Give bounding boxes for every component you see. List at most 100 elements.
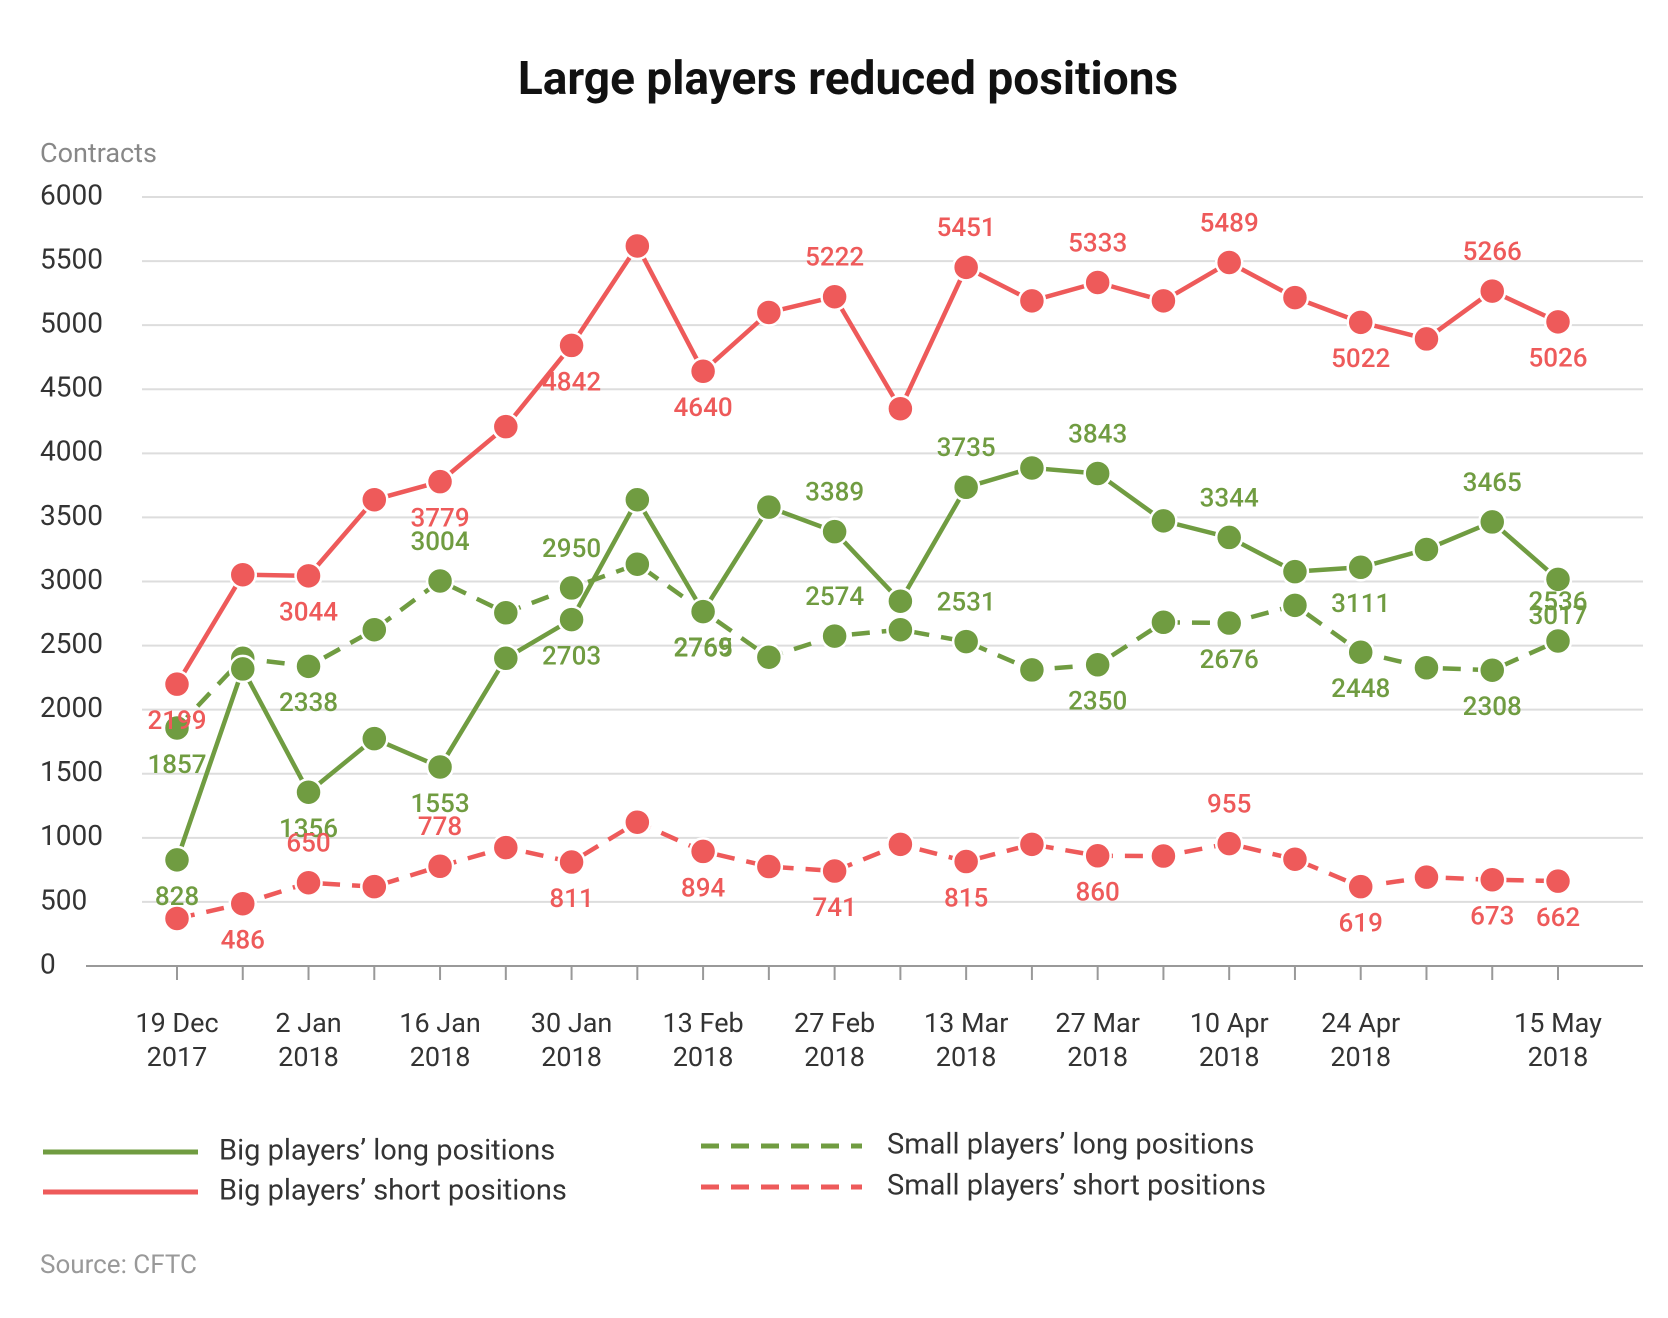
data-label: 3389 xyxy=(805,478,864,508)
marker xyxy=(491,833,521,862)
y-tick-label: 3500 xyxy=(40,499,103,532)
marker xyxy=(360,724,389,753)
marker xyxy=(886,586,915,616)
marker xyxy=(1214,608,1244,638)
x-tick-label: 30 Jan 2018 xyxy=(530,1007,613,1073)
marker xyxy=(491,598,521,628)
marker xyxy=(1543,565,1573,594)
data-label: 3017 xyxy=(1528,601,1587,631)
data-label: 3779 xyxy=(410,504,469,534)
marker xyxy=(754,642,784,672)
marker xyxy=(1017,286,1047,316)
marker xyxy=(1017,453,1047,483)
marker xyxy=(228,889,258,918)
series-line xyxy=(174,465,1560,861)
marker xyxy=(162,845,192,875)
y-tick-label: 4000 xyxy=(40,435,103,468)
marker xyxy=(1412,862,1441,892)
marker xyxy=(1280,283,1310,312)
data-label: 3044 xyxy=(279,598,338,628)
marker xyxy=(228,654,258,684)
marker xyxy=(886,394,915,423)
data-label: 5333 xyxy=(1068,228,1127,258)
marker xyxy=(1543,307,1573,337)
data-label: 815 xyxy=(944,883,988,913)
data-label: 5451 xyxy=(937,213,996,243)
data-label: 619 xyxy=(1339,909,1383,939)
x-tick-label: 27 Feb 2018 xyxy=(794,1007,876,1073)
marker xyxy=(1214,523,1244,552)
marker xyxy=(1017,830,1047,859)
marker xyxy=(1083,459,1112,488)
marker xyxy=(1543,866,1573,896)
marker xyxy=(557,331,586,360)
marker xyxy=(294,652,323,681)
x-tick-label: 2 Jan 2018 xyxy=(275,1007,342,1073)
marker xyxy=(820,517,849,546)
data-label: 2531 xyxy=(937,587,996,617)
data-label: 662 xyxy=(1536,903,1580,933)
data-label: 4842 xyxy=(542,367,601,397)
marker xyxy=(1477,655,1507,685)
marker xyxy=(623,807,652,837)
data-label: 2769 xyxy=(674,633,733,663)
marker xyxy=(491,412,521,441)
marker xyxy=(951,253,981,282)
marker xyxy=(1149,286,1178,316)
y-tick-label: 0 xyxy=(40,947,56,980)
marker xyxy=(1149,608,1178,637)
chart-title: Large players reduced positions xyxy=(518,52,1178,106)
data-label: 1356 xyxy=(279,814,338,844)
y-tick-label: 5500 xyxy=(40,242,103,275)
marker xyxy=(1346,872,1375,901)
marker xyxy=(360,872,389,901)
y-tick-label: 500 xyxy=(40,883,87,916)
data-label: 828 xyxy=(155,882,199,912)
marker xyxy=(1412,653,1441,683)
y-tick-label: 1000 xyxy=(40,819,103,852)
marker xyxy=(1083,841,1112,871)
data-label: 3843 xyxy=(1068,419,1127,449)
marker xyxy=(294,777,323,807)
marker xyxy=(1214,829,1244,858)
data-label: 955 xyxy=(1207,789,1251,819)
y-tick-label: 3000 xyxy=(40,563,103,596)
y-tick-label: 1500 xyxy=(40,755,103,788)
data-label: 5222 xyxy=(805,243,864,273)
data-label: 650 xyxy=(286,829,330,859)
marker xyxy=(228,560,258,589)
data-label: 673 xyxy=(1470,902,1514,932)
marker xyxy=(754,492,784,522)
x-tick-label: 13 Feb 2018 xyxy=(662,1007,744,1073)
marker xyxy=(1477,865,1507,894)
marker xyxy=(1149,506,1178,536)
data-label: 3735 xyxy=(937,433,996,463)
data-label: 2308 xyxy=(1463,692,1522,722)
marker xyxy=(425,852,455,881)
data-label: 2703 xyxy=(542,641,601,671)
marker xyxy=(1083,650,1112,680)
marker xyxy=(1149,841,1178,871)
marker xyxy=(162,669,192,699)
marker xyxy=(886,615,915,644)
marker xyxy=(294,561,323,591)
marker xyxy=(623,231,652,261)
data-label: 2350 xyxy=(1068,687,1127,717)
data-label: 1553 xyxy=(410,789,469,819)
marker xyxy=(951,627,981,656)
marker xyxy=(886,830,915,859)
data-label: 5022 xyxy=(1331,344,1390,374)
marker xyxy=(1083,268,1112,297)
data-label: 5266 xyxy=(1463,237,1522,267)
data-label: 2536 xyxy=(1528,587,1587,617)
y-tick-label: 5000 xyxy=(40,307,103,340)
data-label: 2765 xyxy=(674,633,733,663)
data-label: 2338 xyxy=(279,688,338,718)
data-label: 811 xyxy=(549,884,593,914)
marker xyxy=(360,485,389,514)
legend-label: Big players’ short positions xyxy=(219,1174,567,1208)
y-tick-label: 4500 xyxy=(40,371,103,404)
marker xyxy=(557,847,586,877)
data-label: 894 xyxy=(681,873,726,903)
